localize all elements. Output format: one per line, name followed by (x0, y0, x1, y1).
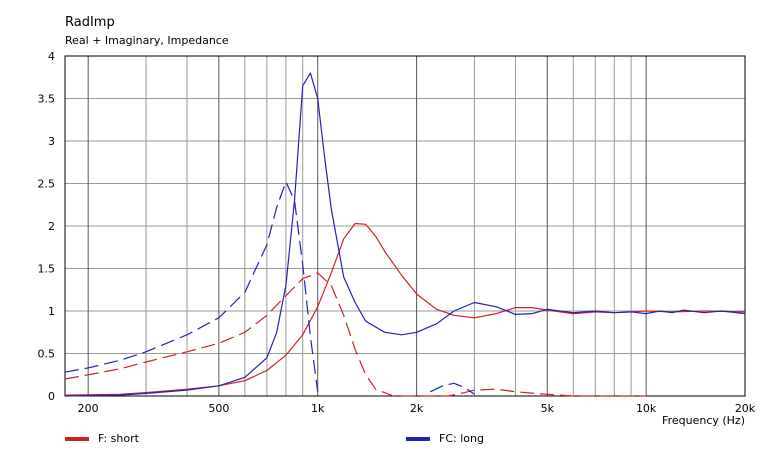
grid (65, 56, 745, 396)
x-tick-label: 20k (735, 402, 756, 415)
y-axis: 0 0.5 1 1.5 2 2.5 3 3.5 4 (38, 50, 56, 403)
series-line-1-imaginary-1 (64, 181, 319, 392)
y-tick-label: 4 (48, 50, 55, 63)
x-tick-label: 5k (541, 402, 555, 415)
x-tick-label: 500 (208, 402, 229, 415)
x-axis: 200 500 1k 2k 5k 10k 20k (78, 402, 756, 415)
y-tick-label: 3.5 (38, 93, 56, 106)
chart-subtitle: Real + Imaginary, Impedance (65, 34, 229, 47)
x-axis-label: Frequency (Hz) (662, 414, 745, 427)
series-group (64, 72, 746, 397)
y-tick-label: 2.5 (38, 178, 56, 191)
series-line-0-real-0 (64, 222, 746, 396)
x-tick-label: 200 (78, 402, 99, 415)
legend-label-f-short: F: short (98, 432, 140, 445)
y-tick-label: 2 (48, 220, 55, 233)
legend-swatch-f-short (65, 437, 89, 441)
legend-label-fc-long: FC: long (439, 432, 484, 445)
y-tick-label: 3 (48, 135, 55, 148)
x-tick-label: 2k (410, 402, 424, 415)
y-tick-label: 1 (48, 305, 55, 318)
x-tick-label: 10k (636, 402, 657, 415)
y-tick-label: 0.5 (38, 348, 56, 361)
y-tick-label: 0 (48, 390, 55, 403)
legend-swatch-fc-long (406, 437, 430, 441)
legend: F: short FC: long (65, 432, 484, 445)
x-tick-label: 1k (311, 402, 325, 415)
series-line-1-real-0 (64, 72, 746, 397)
series-line-1-imaginary-2 (429, 382, 475, 395)
y-tick-label: 1.5 (38, 263, 56, 276)
chart-title: RadImp (65, 15, 115, 30)
series-line-0-imaginary-1 (64, 272, 647, 397)
